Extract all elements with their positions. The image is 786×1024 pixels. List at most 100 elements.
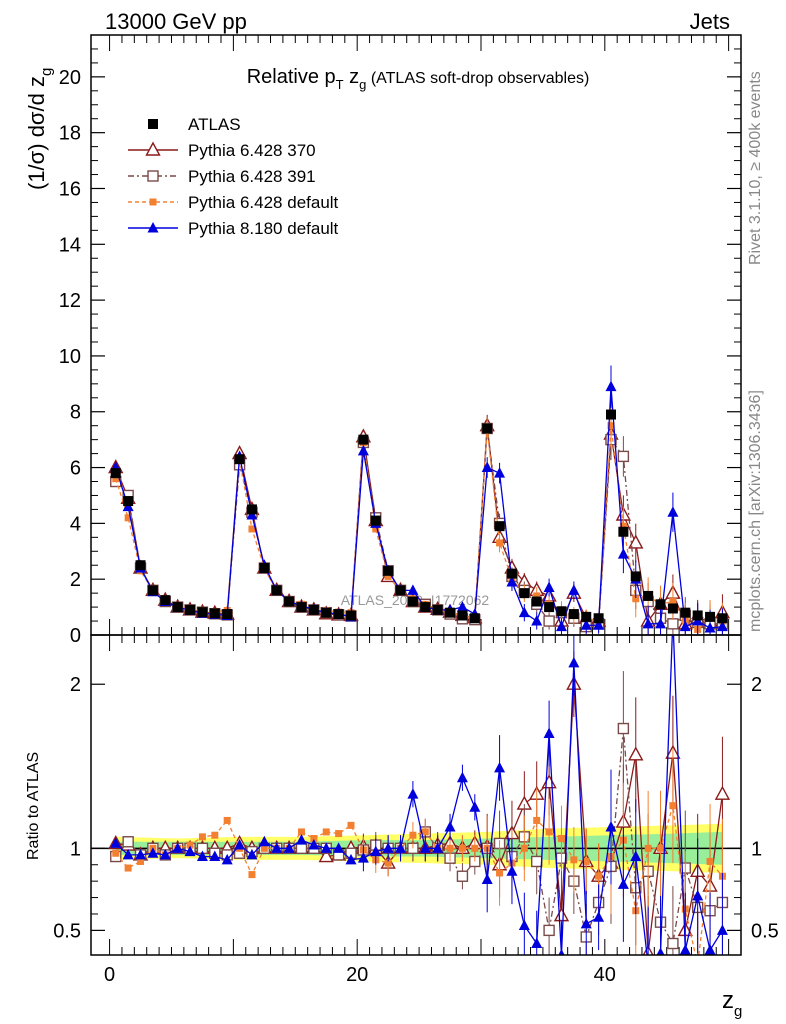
legend: ATLAS Pythia 6.428 370 Pythia 6.428 391 Pyt…	[128, 115, 339, 238]
data-point	[494, 467, 506, 478]
ratio-point	[419, 842, 431, 853]
ratio-y-tick-label-right: 0.5	[751, 920, 779, 942]
ratio-point	[124, 864, 132, 872]
data-point	[346, 610, 356, 621]
data-point	[147, 585, 158, 596]
ratio-point	[407, 788, 419, 799]
ratio-point	[159, 848, 171, 860]
data-point	[383, 565, 394, 576]
ratio-point	[122, 836, 134, 848]
legend-label: Pythia 6.428 370	[188, 141, 316, 160]
ratio-point	[384, 859, 392, 867]
y-tick-label: 16	[59, 178, 81, 200]
data-point	[284, 596, 295, 607]
data-point	[593, 613, 604, 624]
x-tick-label: 20	[346, 964, 368, 986]
ratio-point	[297, 828, 305, 836]
data-point	[605, 380, 617, 392]
ratio-point	[628, 746, 644, 761]
data-point	[667, 506, 679, 517]
ratio-point	[347, 821, 355, 829]
data-point	[606, 409, 616, 420]
main-ticks: 0 2 4 6 8 10 12 14 16 18 20	[59, 35, 741, 647]
x-tick-label: 40	[594, 964, 616, 986]
data-point	[160, 595, 171, 606]
ratio-point	[308, 839, 320, 850]
data-point	[123, 496, 134, 507]
data-point	[445, 607, 456, 618]
ratio-point	[582, 857, 590, 865]
ratio-point	[135, 848, 147, 860]
ratio-point	[496, 869, 504, 877]
data-point	[679, 620, 691, 632]
data-point	[407, 596, 418, 607]
data-point	[135, 560, 146, 571]
y-tick-label: 10	[59, 346, 81, 368]
ratio-point	[570, 856, 578, 864]
ratio-point	[630, 850, 642, 862]
ratio-point	[122, 848, 134, 860]
ratio-point	[283, 842, 295, 853]
main-series	[108, 365, 731, 635]
ratio-point	[184, 845, 196, 857]
ratio-point	[714, 785, 731, 800]
data-point	[568, 609, 579, 620]
legend-label: Pythia 6.428 default	[188, 193, 339, 212]
data-point	[209, 608, 220, 619]
ratio-point	[644, 844, 652, 852]
main-title: Relative pT zg (ATLAS soft-drop observab…	[247, 66, 590, 92]
data-point	[110, 468, 121, 479]
data-point	[519, 588, 530, 599]
data-point	[185, 604, 196, 615]
data-point	[506, 575, 518, 587]
ratio-ylabel: Ratio to ATLAS	[25, 752, 42, 860]
ratio-point	[295, 834, 307, 845]
data-point	[333, 609, 344, 620]
header-left: 13000 GeV pp	[105, 9, 247, 34]
ratio-frame	[90, 634, 742, 956]
data-point	[617, 548, 629, 559]
data-point	[494, 521, 505, 532]
main-ylabel-sub: g	[38, 68, 55, 76]
ratio-point	[553, 907, 570, 922]
y-tick-label: 20	[59, 67, 81, 89]
xlabel-sub: g	[734, 1003, 742, 1020]
ratio-point	[335, 830, 343, 838]
ratio-point	[494, 761, 506, 773]
legend-entry: Pythia 8.180 default	[128, 219, 339, 238]
data-point	[172, 602, 183, 613]
data-point	[617, 450, 630, 463]
data-point	[259, 563, 270, 574]
data-point	[568, 584, 580, 595]
data-point	[482, 423, 493, 434]
data-point	[669, 598, 677, 606]
data-point	[395, 585, 406, 596]
data-point	[234, 454, 245, 465]
title-sub2: g	[359, 77, 366, 92]
ratio-point	[617, 722, 630, 735]
ratio-line	[115, 635, 723, 955]
data-point	[705, 611, 716, 622]
ratio-point	[506, 865, 518, 876]
ratio-line	[115, 728, 723, 946]
data-point	[667, 618, 679, 630]
ratio-point	[679, 944, 691, 955]
legend-entry: Pythia 6.428 370	[128, 141, 316, 160]
data-point	[112, 475, 120, 483]
ratio-point	[345, 853, 357, 865]
data-point	[457, 610, 468, 621]
data-point	[384, 572, 392, 580]
data-point	[321, 607, 332, 618]
ratio-y-tick-label: 0.5	[53, 920, 81, 942]
ratio-point	[656, 947, 665, 955]
ratio-point	[469, 801, 481, 812]
ratio-point	[322, 828, 330, 836]
ratio-point	[531, 937, 543, 949]
ratio-point	[409, 831, 417, 839]
data-point	[619, 522, 627, 530]
ratio-point	[310, 834, 318, 842]
ratio-point	[110, 837, 122, 848]
data-point	[716, 620, 728, 632]
data-point	[358, 434, 369, 445]
